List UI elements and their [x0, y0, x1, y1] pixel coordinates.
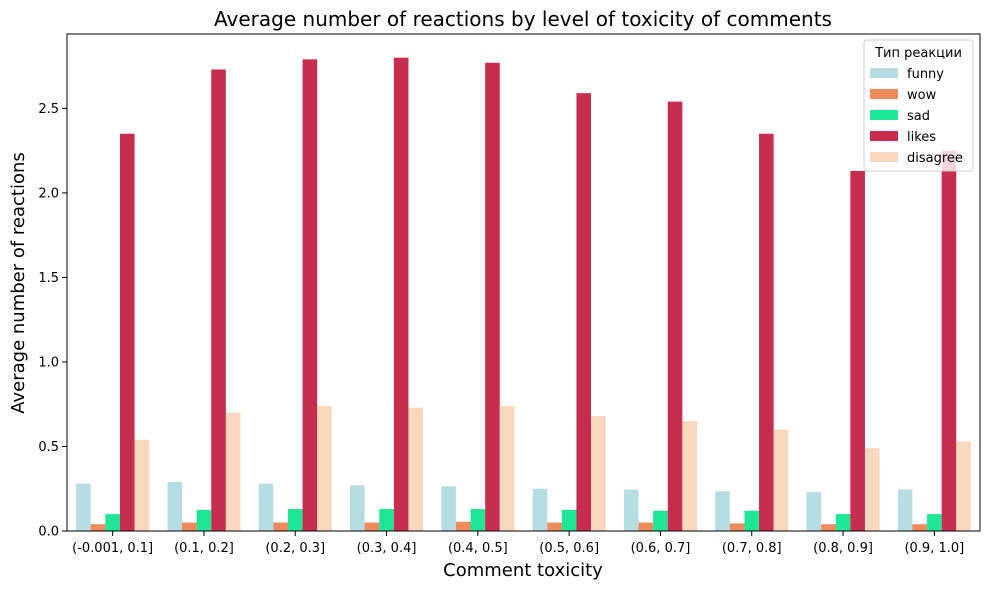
- bar-funny-4: [441, 486, 456, 531]
- bar-wow-9: [912, 524, 928, 531]
- legend-swatch-wow: [870, 89, 898, 99]
- bar-likes-9: [941, 150, 957, 531]
- bar-wow-8: [821, 524, 836, 531]
- y-tick-label: 0.5: [38, 440, 59, 455]
- x-tick-label: (0.4, 0.5]: [448, 541, 508, 556]
- x-tick-label: (0.3, 0.4]: [357, 541, 417, 556]
- bar-funny-3: [350, 485, 365, 531]
- bar-sad-7: [744, 510, 760, 531]
- plot-frame: [66, 33, 981, 532]
- bar-disagree-0: [134, 439, 150, 531]
- bar-wow-1: [182, 522, 197, 531]
- bar-sad-4: [470, 509, 486, 531]
- bar-wow-2: [273, 522, 288, 531]
- legend-swatch-likes: [870, 131, 898, 141]
- bar-disagree-3: [408, 407, 424, 531]
- bar-funny-2: [258, 483, 274, 531]
- bar-sad-6: [653, 510, 668, 531]
- bar-funny-1: [167, 481, 183, 531]
- legend-label-likes: likes: [907, 130, 936, 145]
- bar-likes-1: [211, 69, 226, 531]
- legend-label-wow: wow: [907, 88, 937, 103]
- x-tick-label: (0.2, 0.3]: [265, 541, 325, 556]
- bar-likes-2: [302, 59, 318, 532]
- bar-likes-3: [393, 57, 409, 532]
- bar-wow-4: [455, 521, 471, 531]
- y-tick-label: 2.5: [38, 102, 59, 117]
- legend-label-disagree: disagree: [907, 151, 963, 166]
- y-axis: 0.0 0.5 1.0 1.5 2.0 2.5: [38, 102, 67, 540]
- bar-disagree-4: [499, 405, 515, 531]
- x-tick-label: (0.9, 1.0]: [904, 541, 964, 556]
- bar-likes-4: [485, 62, 500, 532]
- bar-likes-5: [576, 93, 592, 532]
- x-tick-label: (0.1, 0.2]: [174, 541, 234, 556]
- bar-wow-7: [729, 523, 745, 531]
- bar-sad-0: [105, 514, 120, 531]
- bar-sad-5: [561, 509, 577, 531]
- bar-wow-6: [638, 522, 654, 531]
- bar-sad-8: [835, 514, 851, 531]
- legend-swatch-funny: [870, 68, 898, 78]
- bar-disagree-5: [591, 416, 606, 531]
- legend-swatch-disagree: [870, 152, 898, 162]
- bar-disagree-8: [864, 448, 880, 531]
- bar-sad-2: [287, 509, 303, 531]
- bar-likes-0: [119, 133, 135, 532]
- plot-area: [66, 33, 981, 532]
- bar-funny-6: [623, 489, 639, 531]
- y-axis-label: Average number of reactions: [8, 152, 29, 414]
- legend-swatch-sad: [870, 110, 898, 120]
- y-tick-label: 1.5: [38, 271, 59, 286]
- bar-disagree-7: [773, 429, 789, 531]
- y-tick-label: 1.0: [38, 355, 59, 370]
- x-tick-label: (-0.001, 0.1]: [72, 541, 153, 556]
- bar-sad-9: [927, 514, 942, 531]
- x-axis-label: Comment toxicity: [443, 560, 603, 581]
- x-axis: (-0.001, 0.1] (0.1, 0.2] (0.2, 0.3] (0.3, 0…: [72, 531, 964, 556]
- y-tick-label: 0.0: [38, 525, 59, 540]
- chart-title: Average number of reactions by level of …: [214, 7, 832, 31]
- legend-title: Тип реакции: [874, 46, 962, 61]
- bar-funny-7: [715, 491, 730, 531]
- x-tick-label: (0.5, 0.6]: [539, 541, 599, 556]
- bar-likes-8: [850, 170, 865, 531]
- bar-funny-8: [806, 492, 822, 531]
- bar-disagree-9: [956, 441, 971, 531]
- x-tick-label: (0.8, 0.9]: [813, 541, 873, 556]
- bar-funny-5: [532, 488, 548, 531]
- x-tick-label: (0.6, 0.7]: [631, 541, 691, 556]
- legend-label-funny: funny: [907, 67, 944, 82]
- bar-sad-1: [196, 509, 212, 531]
- y-tick-label: 2.0: [38, 186, 59, 201]
- bar-wow-3: [364, 522, 380, 531]
- x-tick-label: (0.7, 0.8]: [722, 541, 782, 556]
- bar-wow-0: [90, 524, 106, 531]
- bar-funny-9: [897, 489, 913, 531]
- bar-disagree-1: [225, 412, 241, 531]
- legend-label-sad: sad: [907, 109, 930, 124]
- legend: Тип реакции funny wow sad likes disagree: [863, 39, 974, 172]
- bar-disagree-2: [317, 405, 332, 531]
- bar-likes-6: [667, 101, 683, 532]
- bar-wow-5: [547, 522, 562, 531]
- bar-likes-7: [759, 133, 774, 532]
- bar-disagree-6: [682, 421, 697, 531]
- bar-funny-0: [76, 483, 91, 531]
- bar-sad-3: [379, 509, 394, 531]
